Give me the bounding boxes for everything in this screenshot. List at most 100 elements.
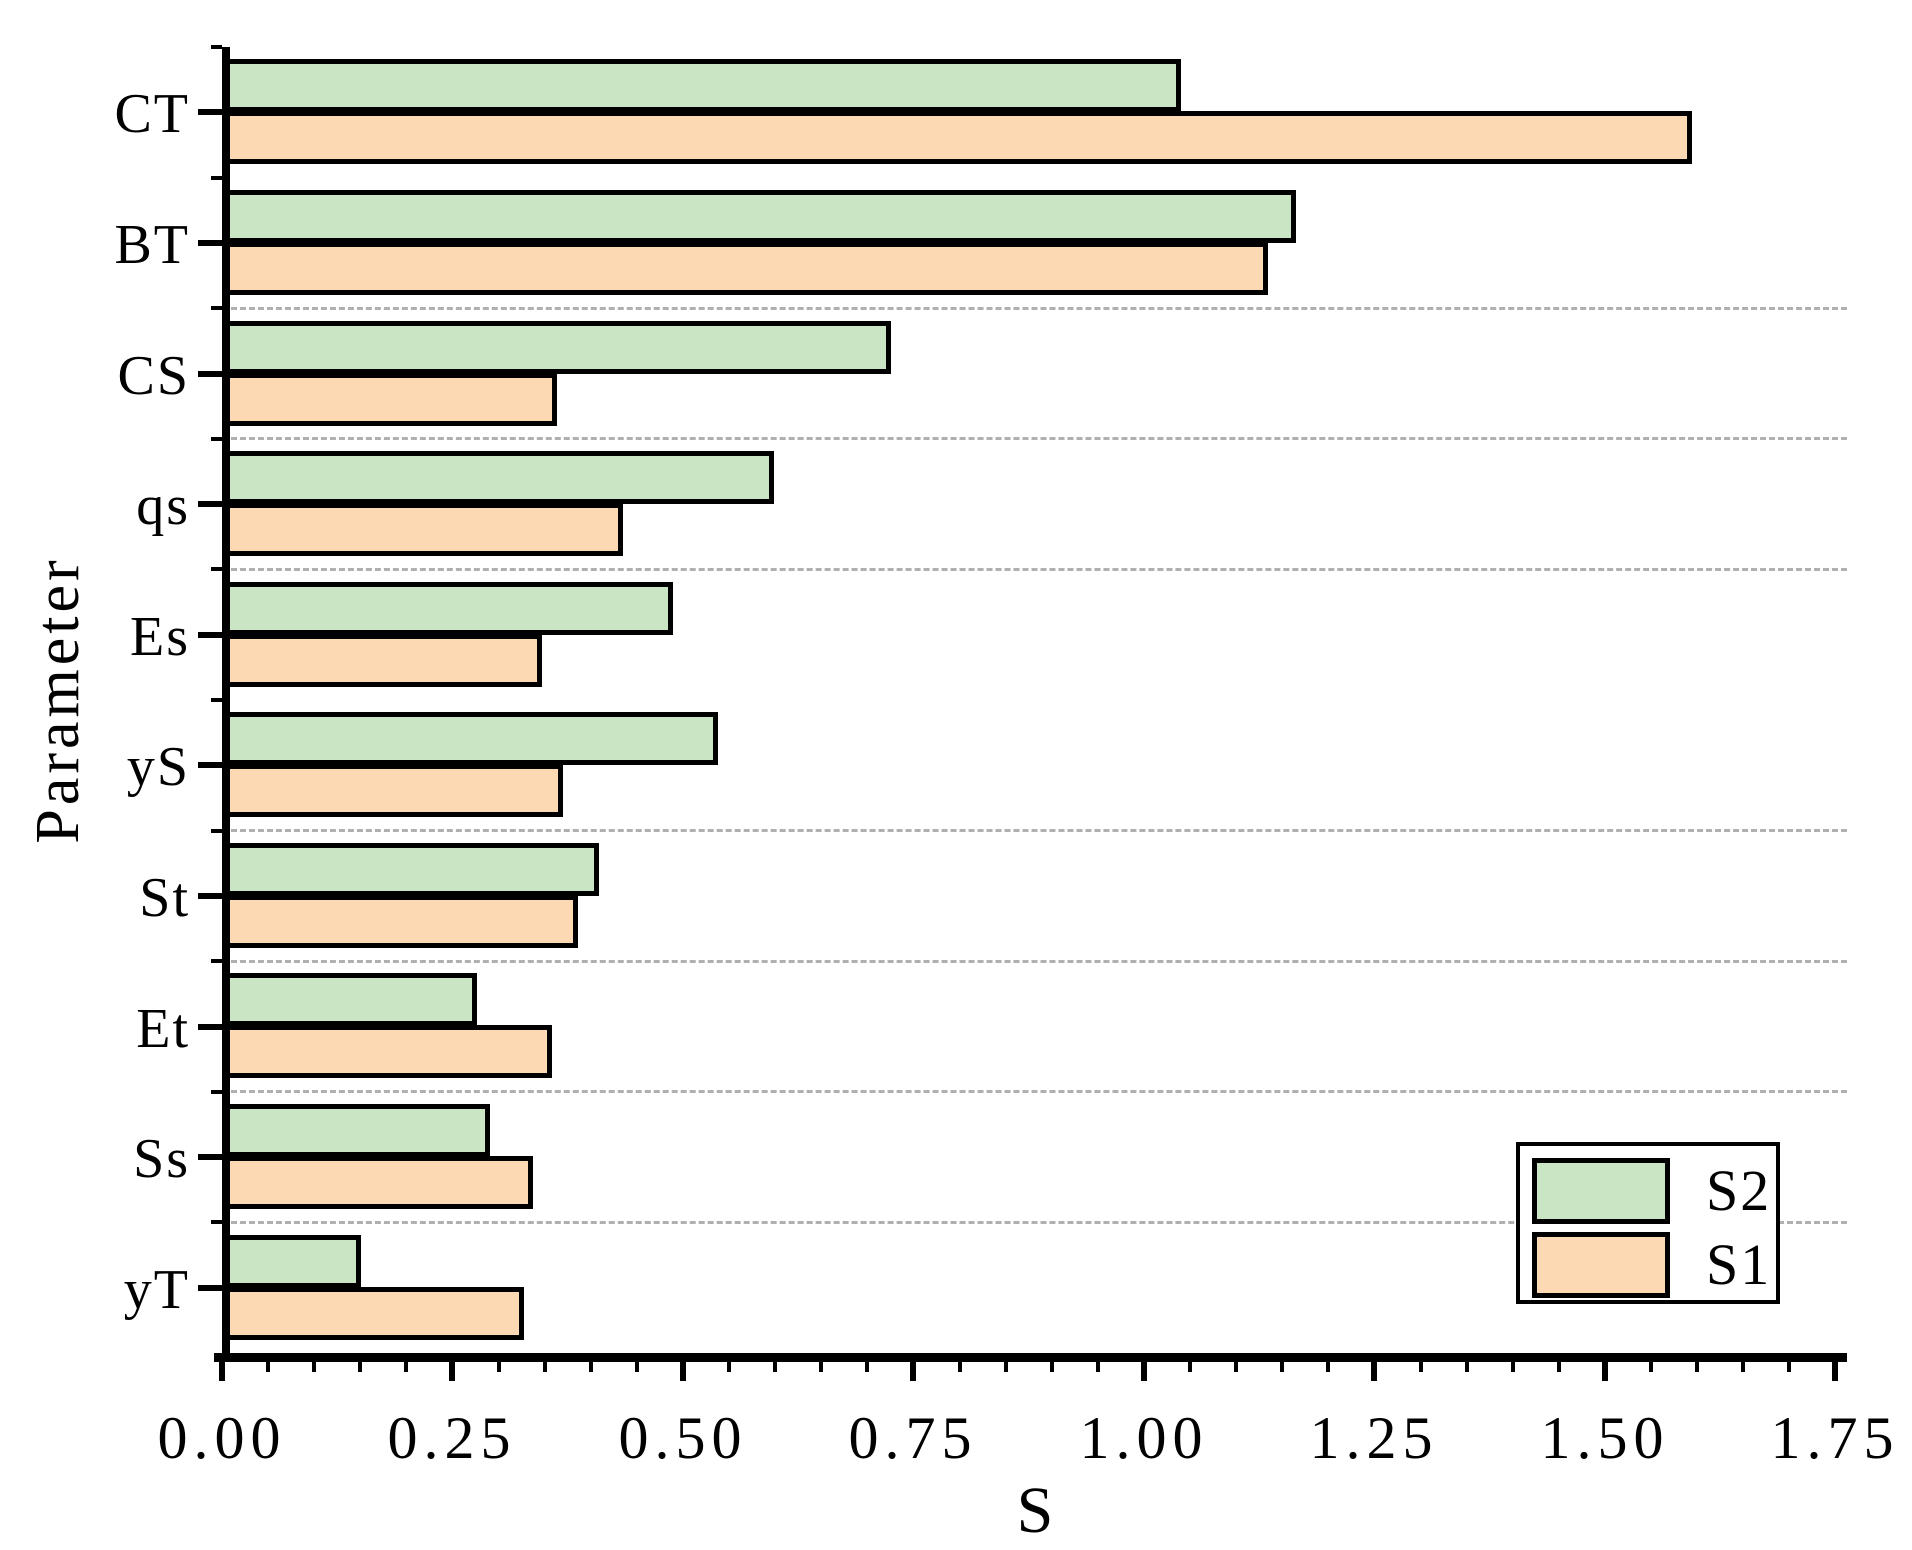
y-major-tick-Et (198, 1024, 222, 1030)
x-minor-tick (1096, 1362, 1100, 1372)
x-minor-tick (1787, 1362, 1791, 1372)
y-axis-spine (222, 47, 230, 1362)
x-major-tick-0.00 (219, 1362, 225, 1381)
bar-qs-S1 (222, 503, 623, 556)
x-minor-tick (865, 1362, 869, 1372)
y-major-tick-yS (198, 762, 222, 768)
x-minor-tick (543, 1362, 547, 1372)
y-major-tick-BT (198, 240, 222, 246)
x-axis-title: S (1016, 1474, 1054, 1547)
legend-entry-s2: S2 (1532, 1154, 1769, 1228)
bar-CT-S1 (222, 111, 1692, 164)
legend-swatch-s1-icon (1532, 1232, 1670, 1298)
y-axis-title: Parameter (24, 556, 92, 844)
bar-CS-S1 (222, 373, 557, 426)
x-minor-tick (1234, 1362, 1238, 1372)
x-minor-tick (1695, 1362, 1699, 1372)
y-major-tick-CS (198, 371, 222, 377)
legend-label-s2: S2 (1706, 1158, 1772, 1223)
gridline (222, 1090, 1847, 1093)
bar-yS-S1 (222, 764, 563, 817)
x-tick-label-1.50: 1.50 (1540, 1405, 1670, 1471)
y-major-tick-Ss (198, 1154, 222, 1160)
y-minor-tick (211, 306, 222, 310)
bar-Es-S1 (222, 634, 542, 687)
gridline (222, 829, 1847, 832)
y-major-tick-St (198, 893, 222, 899)
plot-area (222, 47, 1847, 1353)
x-minor-tick (266, 1362, 270, 1372)
x-minor-tick (819, 1362, 823, 1372)
y-minor-tick (211, 437, 222, 441)
x-minor-tick (1004, 1362, 1008, 1372)
x-minor-tick (1419, 1362, 1423, 1372)
bar-yT-S2 (222, 1235, 361, 1288)
x-minor-tick (1326, 1362, 1330, 1372)
y-minor-tick (211, 176, 222, 180)
bar-Ss-S1 (222, 1156, 533, 1209)
x-minor-tick (404, 1362, 408, 1372)
x-tick-label-0.75: 0.75 (848, 1405, 978, 1471)
y-minor-tick (211, 1090, 222, 1094)
bar-Es-S2 (222, 582, 673, 635)
bar-CT-S2 (222, 59, 1181, 112)
y-minor-tick (211, 829, 222, 833)
y-major-tick-Es (198, 632, 222, 638)
x-minor-tick (1557, 1362, 1561, 1372)
y-category-label-CS: CS (117, 345, 190, 407)
x-minor-tick (589, 1362, 593, 1372)
legend-entry-s1: S1 (1532, 1228, 1769, 1302)
y-minor-tick (211, 1220, 222, 1224)
x-tick-label-0.50: 0.50 (618, 1405, 748, 1471)
x-minor-tick (1465, 1362, 1469, 1372)
y-major-tick-qs (198, 501, 222, 507)
x-major-tick-0.25 (449, 1362, 455, 1381)
x-major-tick-1.00 (1141, 1362, 1147, 1381)
bar-yT-S1 (222, 1287, 524, 1340)
x-minor-tick (312, 1362, 316, 1372)
bar-BT-S1 (222, 242, 1268, 295)
y-category-label-yS: yS (126, 736, 190, 798)
bar-Ss-S2 (222, 1104, 490, 1157)
x-minor-tick (1050, 1362, 1054, 1372)
x-minor-tick (1741, 1362, 1745, 1372)
legend-swatch-s2-icon (1532, 1158, 1670, 1224)
x-minor-tick (1188, 1362, 1192, 1372)
x-minor-tick (958, 1362, 962, 1372)
x-major-tick-1.50 (1602, 1362, 1608, 1381)
bar-St-S1 (222, 895, 578, 948)
y-major-tick-yT (198, 1285, 222, 1291)
y-major-tick-CT (198, 109, 222, 115)
x-tick-label-0.25: 0.25 (387, 1405, 517, 1471)
y-category-label-qs: qs (136, 475, 190, 537)
y-category-label-CT: CT (114, 83, 190, 145)
x-minor-tick (727, 1362, 731, 1372)
bar-St-S2 (222, 843, 599, 896)
x-minor-tick (635, 1362, 639, 1372)
x-major-tick-1.75 (1832, 1362, 1838, 1381)
y-category-label-Et: Et (136, 998, 190, 1060)
gridline (222, 568, 1847, 571)
x-minor-tick (497, 1362, 501, 1372)
x-minor-tick (1280, 1362, 1284, 1372)
x-minor-tick (773, 1362, 777, 1372)
bar-qs-S2 (222, 451, 774, 504)
y-category-label-yT: yT (123, 1259, 190, 1321)
x-minor-tick (358, 1362, 362, 1372)
y-minor-tick (211, 45, 222, 49)
gridline (222, 437, 1847, 440)
y-category-label-St: St (139, 867, 190, 929)
x-major-tick-0.50 (680, 1362, 686, 1381)
x-tick-label-1.75: 1.75 (1770, 1405, 1900, 1471)
y-minor-tick (211, 698, 222, 702)
bar-Et-S2 (222, 973, 477, 1026)
x-minor-tick (1649, 1362, 1653, 1372)
gridline (222, 960, 1847, 963)
x-major-tick-0.75 (910, 1362, 916, 1381)
legend-label-s1: S1 (1706, 1232, 1772, 1297)
gridline (222, 307, 1847, 310)
bar-yS-S2 (222, 712, 718, 765)
y-minor-tick (211, 959, 222, 963)
bar-Et-S1 (222, 1025, 552, 1078)
